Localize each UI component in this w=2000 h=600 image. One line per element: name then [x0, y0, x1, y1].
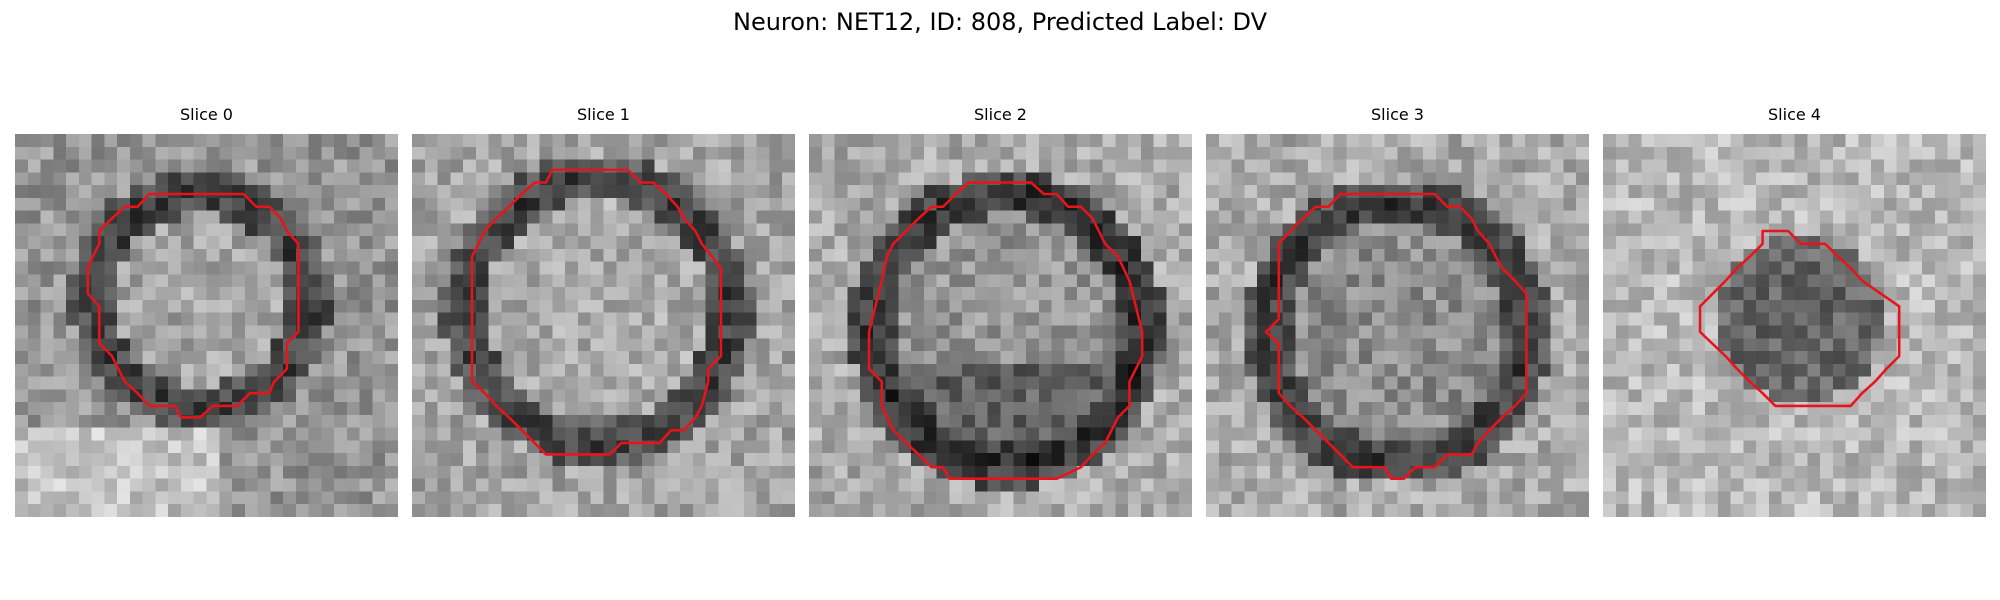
slice-panel-4: Slice 4: [1603, 105, 1986, 517]
grayscale-patch: [1603, 134, 1986, 517]
slice-title: Slice 0: [180, 105, 233, 124]
figure-title: Neuron: NET12, ID: 808, Predicted Label:…: [732, 8, 1268, 36]
contour-overlay: [867, 181, 1144, 480]
slice-title: Slice 1: [577, 105, 630, 124]
slice-image: [412, 134, 795, 517]
segmentation-contour: [470, 168, 723, 456]
slice-panel-3: Slice 3: [1206, 105, 1589, 517]
segmentation-contour: [1698, 229, 1901, 408]
segmentation-contour: [1264, 192, 1528, 480]
slice-image: [1603, 134, 1986, 517]
slice-image: [15, 134, 398, 517]
grayscale-patch: [15, 134, 398, 517]
slice-panel-0: Slice 0: [15, 105, 398, 517]
contour-overlay: [470, 168, 723, 456]
grayscale-patch: [809, 134, 1192, 517]
slice-image: [1206, 134, 1589, 517]
grayscale-patch: [1206, 134, 1589, 517]
contour-overlay: [1698, 229, 1901, 408]
segmentation-contour: [867, 181, 1144, 480]
contour-overlay: [1264, 192, 1528, 480]
segmentation-contour: [86, 192, 300, 419]
contour-overlay: [86, 192, 300, 419]
slice-title: Slice 2: [974, 105, 1027, 124]
slice-image: [809, 134, 1192, 517]
slice-title: Slice 4: [1768, 105, 1821, 124]
slice-title: Slice 3: [1371, 105, 1424, 124]
slice-panel-1: Slice 1: [412, 105, 795, 517]
slice-panel-2: Slice 2: [809, 105, 1192, 517]
